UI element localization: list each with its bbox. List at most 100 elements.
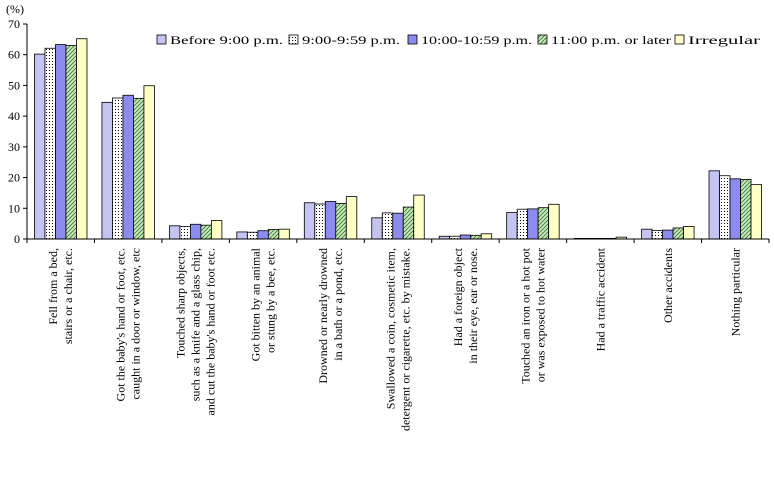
bar bbox=[683, 226, 695, 240]
y-tick-label: 30 bbox=[8, 140, 20, 154]
x-tick-label-line: Drowned or nearly drowned bbox=[316, 248, 330, 384]
bar bbox=[413, 194, 425, 240]
bar bbox=[651, 229, 663, 240]
y-axis-unit: (%) bbox=[6, 2, 24, 16]
plot-area: 0 10 20 30 40 50 60 70(%) Fell from a bed,stairs… bbox=[6, 2, 770, 431]
bar bbox=[537, 207, 550, 240]
x-tick-label-line: Nothing particular bbox=[728, 248, 742, 336]
bar bbox=[719, 175, 731, 240]
x-tick-label: Had a foreign objectin their eye, ear or… bbox=[451, 247, 480, 363]
bar bbox=[662, 229, 674, 240]
bar bbox=[200, 224, 212, 240]
bar bbox=[459, 234, 472, 240]
x-tick-label-line: Swallowed a coin, cosmetic item, bbox=[384, 248, 398, 409]
bar bbox=[101, 101, 113, 240]
bar bbox=[548, 203, 560, 240]
bar bbox=[210, 220, 223, 240]
bar bbox=[267, 229, 280, 240]
bar bbox=[133, 97, 145, 240]
bar bbox=[335, 202, 347, 240]
bar bbox=[236, 231, 248, 240]
x-tick-label: Drowned or nearly drownedin a bath or a … bbox=[316, 248, 345, 384]
legend-swatch bbox=[674, 34, 685, 45]
x-tick-label-line: and cut the baby's hand or foot etc. bbox=[204, 248, 218, 415]
bar bbox=[740, 179, 752, 240]
bar bbox=[672, 227, 684, 240]
x-tick-label-line: Got bitten by an animal bbox=[249, 247, 263, 361]
x-tick-label: Got bitten by an animalor stung by a bee… bbox=[249, 247, 278, 361]
x-tick-label-line: in a bath or a pond, etc. bbox=[331, 248, 345, 361]
legend-swatch bbox=[537, 34, 548, 45]
x-tick-label-line: or stung by a bee, etc. bbox=[264, 248, 278, 353]
bar bbox=[750, 184, 762, 240]
bar bbox=[371, 217, 383, 240]
bar bbox=[112, 97, 124, 240]
bar bbox=[168, 225, 181, 240]
bar bbox=[324, 201, 337, 240]
x-tick-label-line: Touched an iron or a hot pot bbox=[518, 247, 532, 383]
bar bbox=[392, 212, 404, 240]
bar bbox=[76, 38, 88, 240]
legend-swatch bbox=[156, 34, 167, 45]
x-tick-label: Swallowed a coin, cosmetic item,detergen… bbox=[384, 248, 413, 431]
legend-label: Irregular bbox=[688, 33, 760, 47]
y-tick-label: 70 bbox=[8, 17, 20, 31]
bar bbox=[345, 196, 358, 240]
bar bbox=[179, 226, 191, 240]
bar bbox=[143, 85, 155, 240]
x-tick-label-line: Got the baby's hand or foot, etc. bbox=[114, 248, 128, 401]
bar bbox=[246, 231, 259, 240]
x-tick-label-line: Had a traffic accident bbox=[593, 247, 607, 351]
bar bbox=[729, 178, 741, 240]
bar bbox=[516, 208, 529, 240]
bar bbox=[122, 94, 134, 240]
x-tick-label-line: Fell from a bed, bbox=[46, 248, 60, 325]
bar bbox=[44, 47, 56, 240]
bar bbox=[278, 228, 290, 240]
x-tick-label-line: Other accidents bbox=[661, 248, 675, 323]
x-tick-label-line: stairs or a chair, etc. bbox=[61, 248, 75, 344]
x-tick-label: Nothing particular bbox=[728, 248, 742, 336]
bar bbox=[480, 233, 493, 240]
y-tick-label: 20 bbox=[8, 171, 20, 185]
legend-label: 10:00-10:59 p.m. bbox=[421, 33, 532, 47]
bar bbox=[708, 170, 720, 240]
bar bbox=[470, 234, 482, 240]
bar bbox=[381, 212, 394, 240]
bar bbox=[55, 44, 67, 240]
bar bbox=[303, 202, 316, 240]
legend-label: 9:00-9:59 p.m. bbox=[302, 33, 400, 47]
x-tick-label: Touched an iron or a hot potor was expos… bbox=[518, 247, 547, 383]
bar bbox=[314, 203, 326, 240]
bar bbox=[402, 206, 415, 240]
y-tick-label: 50 bbox=[8, 78, 20, 92]
x-tick-label: Got the baby's hand or foot, etc.caught … bbox=[114, 248, 143, 401]
bar bbox=[65, 45, 77, 240]
bar bbox=[506, 212, 518, 240]
bar bbox=[257, 230, 269, 240]
x-tick-label-line: such as a knife and a glass chip, bbox=[189, 248, 203, 401]
legend-label: 11:00 p.m. or later bbox=[551, 33, 671, 47]
x-tick-label-line: Touched sharp objects, bbox=[174, 248, 188, 358]
legend-label: Before 9:00 p.m. bbox=[170, 33, 283, 47]
x-tick-label: Touched sharp objects,such as a knife an… bbox=[174, 248, 218, 415]
legend: Before 9:00 p.m. 9:00-9:59 p.m. 10:00-10:5… bbox=[156, 33, 760, 47]
bar bbox=[641, 228, 653, 240]
x-tick-label: Fell from a bed,stairs or a chair, etc. bbox=[46, 248, 75, 344]
x-tick-label-line: in their eye, ear or nose. bbox=[466, 248, 480, 364]
x-tick-label-line: caught in a door or window, etc bbox=[129, 248, 143, 400]
x-tick-label: Had a traffic accident bbox=[593, 247, 607, 351]
x-tick-label-line: or was exposed to hot water bbox=[533, 248, 547, 382]
x-tick-label-line: detergent or cigarette, etc. by mistake. bbox=[399, 248, 413, 431]
y-tick-label: 10 bbox=[8, 201, 20, 215]
bar bbox=[189, 223, 202, 240]
bar bbox=[34, 53, 46, 240]
y-tick-label: 60 bbox=[8, 48, 20, 62]
legend-swatch bbox=[407, 34, 418, 45]
y-tick-label: 40 bbox=[8, 109, 20, 123]
legend-swatch bbox=[288, 34, 299, 45]
x-tick-label-line: Had a foreign object bbox=[451, 247, 465, 346]
bar bbox=[527, 208, 539, 240]
x-tick-label: Other accidents bbox=[661, 248, 675, 323]
